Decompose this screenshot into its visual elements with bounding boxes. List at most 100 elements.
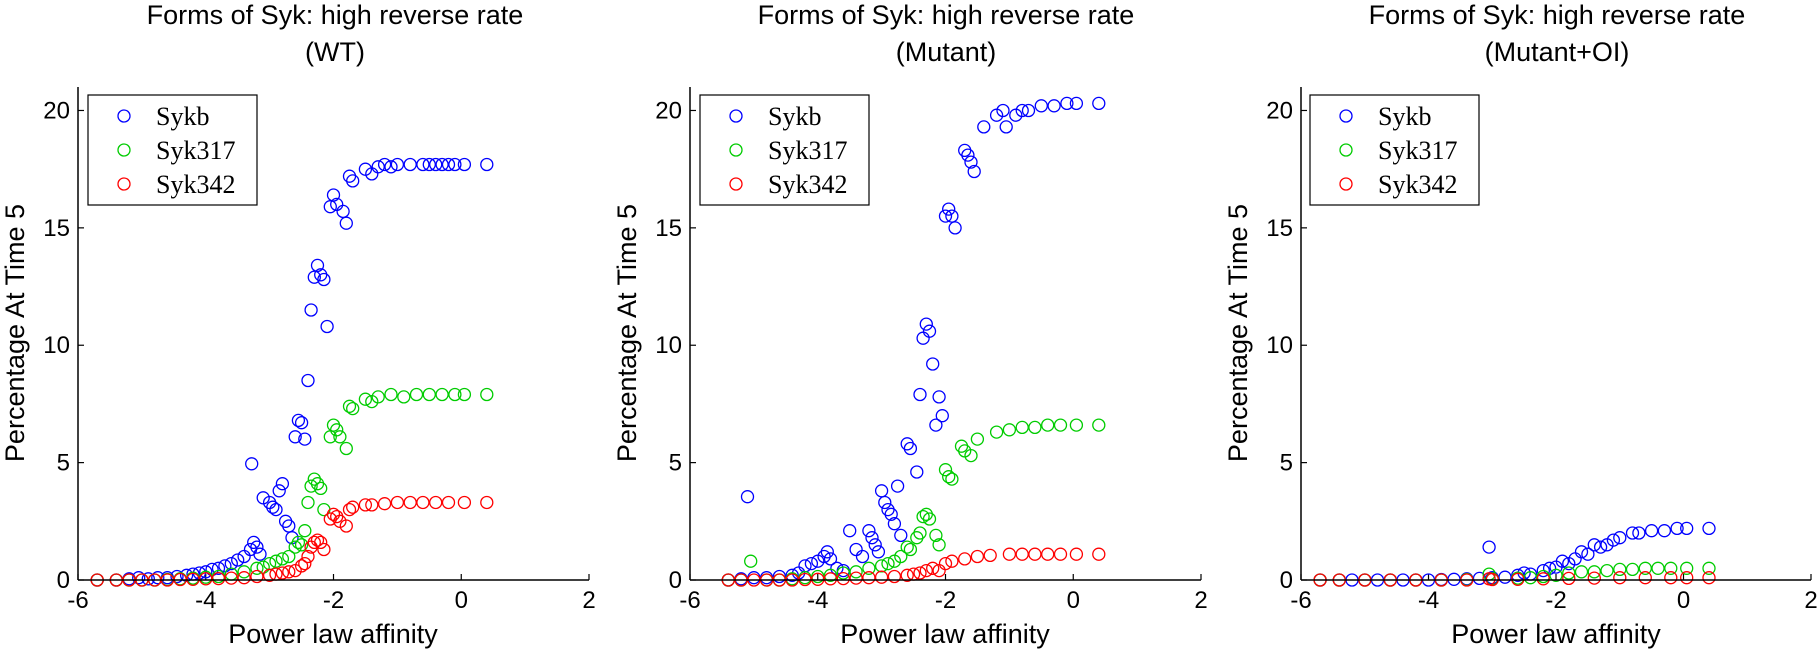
data-point-syk342 xyxy=(1562,571,1576,586)
y-tick-label: 15 xyxy=(1266,215,1293,242)
data-point-syk317 xyxy=(1041,418,1055,432)
data-point-syk342 xyxy=(1092,547,1106,561)
data-point-syk317 xyxy=(1664,561,1678,575)
y-tick-label: 10 xyxy=(43,332,70,359)
x-tick-label: -4 xyxy=(1418,587,1439,614)
data-point-syk317 xyxy=(298,524,312,538)
data-point-syk317 xyxy=(1028,420,1042,435)
data-point-syk342 xyxy=(913,566,927,580)
data-point-sykb xyxy=(1574,545,1589,559)
panel-subtitle: (WT) xyxy=(305,37,365,67)
data-point-syk342 xyxy=(211,571,226,586)
data-point-sykb xyxy=(269,502,283,517)
data-point-syk317 xyxy=(314,481,328,496)
data-point-sykb xyxy=(890,479,905,493)
data-point-syk342 xyxy=(358,498,373,512)
data-point-syk342 xyxy=(339,519,353,533)
data-point-sykb xyxy=(1625,526,1640,540)
series-sykb xyxy=(90,157,494,587)
data-point-sykb xyxy=(275,477,290,491)
data-point-sykb xyxy=(132,571,146,585)
data-point-syk317 xyxy=(938,463,953,477)
data-point-syk317 xyxy=(989,425,1004,439)
data-point-syk342 xyxy=(945,554,959,568)
data-point-syk342 xyxy=(310,533,325,547)
data-point-sykb xyxy=(1092,96,1106,111)
data-point-syk342 xyxy=(199,572,213,586)
data-point-sykb xyxy=(245,457,259,471)
data-point-syk342 xyxy=(317,542,331,557)
data-point-sykb xyxy=(250,540,264,554)
data-point-syk342 xyxy=(1613,571,1627,585)
data-point-sykb xyxy=(416,157,430,172)
data-point-syk342 xyxy=(429,495,443,510)
data-point-sykb xyxy=(785,568,799,582)
legend-label-sykb: Sykb xyxy=(1378,102,1431,131)
series-syk342 xyxy=(721,547,1106,587)
data-point-sykb xyxy=(231,553,245,567)
y-tick-label: 0 xyxy=(1280,567,1293,594)
data-point-syk317 xyxy=(333,430,347,444)
data-point-syk342 xyxy=(250,569,264,584)
legend-label-syk342: Syk342 xyxy=(156,170,235,199)
data-point-sykb xyxy=(441,157,456,172)
data-point-syk342 xyxy=(1638,571,1652,585)
data-point-sykb xyxy=(304,303,318,317)
series-sykb xyxy=(721,96,1106,587)
y-axis-label: Percentage At Time 5 xyxy=(0,204,30,462)
data-point-syk342 xyxy=(294,559,309,573)
legend-label-syk317: Syk317 xyxy=(768,136,847,165)
data-point-sykb xyxy=(253,547,267,561)
data-point-sykb xyxy=(1680,521,1694,536)
data-point-syk342 xyxy=(1002,547,1017,561)
data-point-sykb xyxy=(865,531,879,545)
data-point-sykb xyxy=(1593,540,1608,554)
x-tick-label: 0 xyxy=(1677,587,1690,614)
legend: Sykb Syk317 Syk342 xyxy=(699,94,870,206)
data-point-sykb xyxy=(326,188,341,202)
data-point-syk342 xyxy=(938,556,953,571)
data-point-sykb xyxy=(224,556,238,571)
data-point-sykb xyxy=(948,221,962,235)
data-point-syk342 xyxy=(301,549,315,564)
data-point-sykb xyxy=(480,157,494,172)
data-point-syk317 xyxy=(1053,418,1068,432)
data-point-sykb xyxy=(919,317,933,331)
y-axis: 0 5 10 15 20 xyxy=(43,97,84,594)
y-tick-label: 0 xyxy=(669,567,682,594)
data-point-syk342 xyxy=(1587,571,1601,585)
data-point-sykb xyxy=(964,155,978,169)
data-point-syk342 xyxy=(1053,547,1068,561)
data-point-sykb xyxy=(1606,533,1621,547)
data-point-syk317 xyxy=(916,509,930,524)
data-point-sykb xyxy=(884,507,898,521)
legend-label-sykb: Sykb xyxy=(768,102,821,131)
data-point-sykb xyxy=(422,157,436,172)
data-point-sykb xyxy=(938,209,953,223)
data-point-sykb xyxy=(1021,103,1036,118)
data-point-syk317 xyxy=(250,561,264,575)
data-point-syk342 xyxy=(377,497,392,511)
data-point-sykb xyxy=(288,430,302,444)
data-point-syk342 xyxy=(823,572,838,586)
data-point-sykb xyxy=(294,416,309,430)
data-point-syk317 xyxy=(1574,565,1589,579)
data-point-syk317 xyxy=(409,387,424,402)
x-tick-label: -6 xyxy=(679,587,700,614)
data-point-syk342 xyxy=(900,568,914,582)
panel-wt: Forms of Syk: high reverse rate (WT) -6-… xyxy=(0,0,596,649)
data-point-sykb xyxy=(932,390,946,404)
y-tick-label: 20 xyxy=(655,97,682,124)
data-point-sykb xyxy=(1644,524,1659,538)
data-point-syk317 xyxy=(894,549,908,564)
data-point-sykb xyxy=(878,495,892,510)
data-point-sykb xyxy=(1581,547,1595,561)
data-point-sykb xyxy=(199,565,213,579)
data-point-sykb xyxy=(862,524,876,538)
data-point-sykb xyxy=(384,160,398,174)
panel-title: Forms of Syk: high reverse rate xyxy=(1369,0,1746,30)
data-point-sykb xyxy=(317,272,331,287)
panel-subtitle: (Mutant+OI) xyxy=(1485,37,1630,67)
data-point-sykb xyxy=(740,490,755,504)
